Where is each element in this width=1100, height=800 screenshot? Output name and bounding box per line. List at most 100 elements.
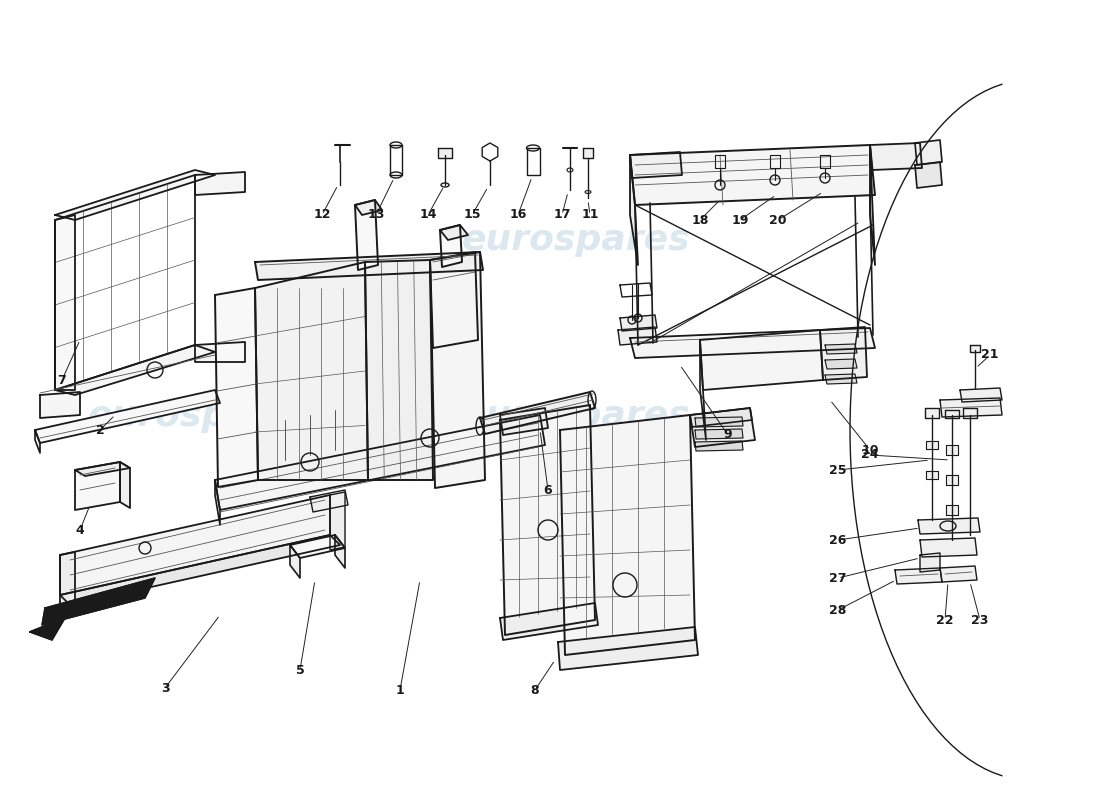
Text: 3: 3 bbox=[161, 682, 169, 694]
Text: 6: 6 bbox=[543, 483, 552, 497]
Polygon shape bbox=[290, 545, 300, 578]
Polygon shape bbox=[55, 345, 215, 395]
Text: 9: 9 bbox=[724, 429, 733, 442]
Polygon shape bbox=[820, 327, 867, 380]
Text: 27: 27 bbox=[829, 571, 847, 585]
Polygon shape bbox=[695, 417, 743, 427]
Polygon shape bbox=[620, 315, 657, 331]
Text: eurospares: eurospares bbox=[88, 399, 317, 433]
Polygon shape bbox=[920, 538, 977, 557]
Text: 11: 11 bbox=[581, 209, 598, 222]
Polygon shape bbox=[915, 162, 942, 188]
Polygon shape bbox=[946, 475, 958, 485]
Text: 25: 25 bbox=[829, 463, 847, 477]
Text: 17: 17 bbox=[553, 209, 571, 222]
Text: 13: 13 bbox=[367, 209, 385, 222]
Polygon shape bbox=[40, 392, 80, 418]
Polygon shape bbox=[60, 535, 340, 605]
Polygon shape bbox=[630, 145, 874, 205]
Polygon shape bbox=[946, 445, 958, 455]
Polygon shape bbox=[560, 415, 695, 655]
Polygon shape bbox=[60, 552, 75, 610]
Polygon shape bbox=[825, 374, 857, 384]
Polygon shape bbox=[430, 252, 485, 488]
Polygon shape bbox=[355, 200, 378, 270]
Polygon shape bbox=[895, 568, 942, 584]
Text: 22: 22 bbox=[936, 614, 954, 626]
Polygon shape bbox=[500, 405, 595, 635]
Polygon shape bbox=[500, 603, 598, 640]
Polygon shape bbox=[290, 535, 345, 558]
Text: 2: 2 bbox=[96, 423, 104, 437]
Polygon shape bbox=[438, 148, 452, 158]
Text: eurospares: eurospares bbox=[462, 399, 691, 433]
Text: 15: 15 bbox=[463, 209, 481, 222]
Polygon shape bbox=[945, 410, 959, 418]
Polygon shape bbox=[480, 392, 595, 434]
Polygon shape bbox=[695, 429, 743, 439]
Text: 28: 28 bbox=[829, 603, 847, 617]
Text: 10: 10 bbox=[861, 443, 879, 457]
Polygon shape bbox=[940, 398, 1002, 417]
Polygon shape bbox=[630, 152, 682, 178]
Polygon shape bbox=[970, 345, 980, 352]
Polygon shape bbox=[60, 495, 330, 595]
Polygon shape bbox=[75, 462, 130, 476]
Polygon shape bbox=[255, 262, 368, 480]
Polygon shape bbox=[618, 327, 657, 345]
Polygon shape bbox=[255, 252, 483, 280]
Polygon shape bbox=[195, 342, 245, 362]
Polygon shape bbox=[583, 148, 593, 158]
Polygon shape bbox=[355, 200, 382, 215]
Polygon shape bbox=[195, 172, 245, 195]
Polygon shape bbox=[35, 390, 220, 443]
Text: 12: 12 bbox=[314, 209, 331, 222]
Text: 14: 14 bbox=[419, 209, 437, 222]
Polygon shape bbox=[925, 408, 939, 418]
Text: 8: 8 bbox=[530, 683, 539, 697]
Polygon shape bbox=[695, 441, 743, 451]
Polygon shape bbox=[330, 492, 345, 550]
Polygon shape bbox=[940, 566, 977, 582]
Polygon shape bbox=[75, 462, 120, 510]
Polygon shape bbox=[915, 140, 942, 165]
Text: 26: 26 bbox=[829, 534, 847, 546]
Polygon shape bbox=[120, 462, 130, 508]
Polygon shape bbox=[214, 480, 220, 525]
Polygon shape bbox=[926, 471, 938, 479]
Text: 20: 20 bbox=[769, 214, 786, 226]
Polygon shape bbox=[55, 170, 215, 220]
Polygon shape bbox=[558, 627, 698, 670]
Polygon shape bbox=[336, 535, 345, 568]
Polygon shape bbox=[365, 260, 433, 480]
Text: 5: 5 bbox=[296, 663, 305, 677]
Polygon shape bbox=[30, 618, 65, 640]
Polygon shape bbox=[430, 252, 478, 348]
Polygon shape bbox=[440, 225, 467, 240]
Polygon shape bbox=[960, 388, 1002, 402]
Text: eurospares: eurospares bbox=[462, 223, 691, 257]
Polygon shape bbox=[500, 408, 548, 435]
Text: 23: 23 bbox=[971, 614, 989, 626]
Polygon shape bbox=[926, 441, 938, 449]
Polygon shape bbox=[690, 408, 752, 427]
Polygon shape bbox=[920, 553, 940, 572]
Text: 21: 21 bbox=[981, 349, 999, 362]
Text: 4: 4 bbox=[76, 523, 85, 537]
Polygon shape bbox=[440, 225, 462, 267]
Polygon shape bbox=[55, 215, 75, 390]
Polygon shape bbox=[214, 288, 258, 487]
Polygon shape bbox=[870, 143, 922, 170]
Text: 19: 19 bbox=[732, 214, 749, 226]
Polygon shape bbox=[870, 145, 874, 265]
Polygon shape bbox=[690, 408, 755, 447]
Text: 18: 18 bbox=[691, 214, 708, 226]
Polygon shape bbox=[700, 340, 706, 440]
Polygon shape bbox=[310, 490, 348, 512]
Polygon shape bbox=[825, 344, 857, 354]
Text: 7: 7 bbox=[57, 374, 66, 386]
Polygon shape bbox=[918, 518, 980, 534]
Text: 16: 16 bbox=[509, 209, 527, 222]
Polygon shape bbox=[946, 505, 958, 515]
Polygon shape bbox=[700, 330, 823, 390]
